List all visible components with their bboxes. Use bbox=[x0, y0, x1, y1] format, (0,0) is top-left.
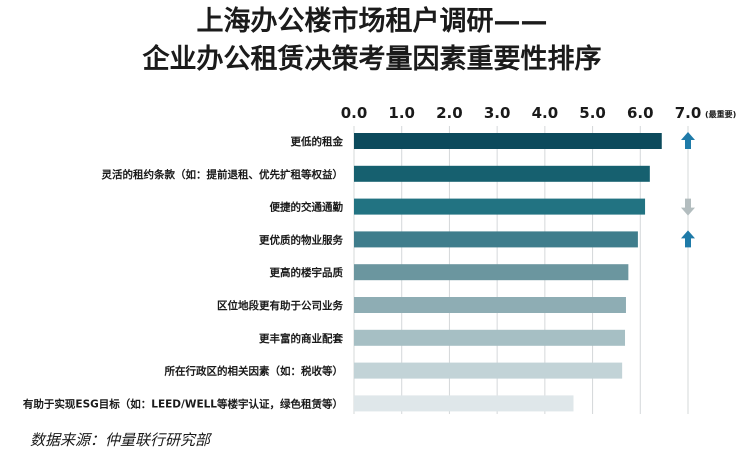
bar bbox=[354, 165, 650, 182]
x-tick-label: 6.0 bbox=[627, 104, 654, 122]
bar bbox=[354, 297, 626, 313]
x-axis-note: (最重要) bbox=[705, 109, 736, 119]
x-tick-label: 3.0 bbox=[484, 104, 511, 122]
category-label: 更低的租金 bbox=[291, 135, 344, 148]
bar bbox=[354, 264, 629, 281]
bar bbox=[354, 133, 662, 149]
bar bbox=[354, 395, 574, 412]
bar bbox=[354, 231, 638, 248]
x-tick-label: 5.0 bbox=[579, 104, 606, 122]
category-label: 更优质的物业服务 bbox=[259, 233, 343, 246]
arrow-down-icon bbox=[681, 198, 695, 216]
bar bbox=[354, 198, 646, 215]
x-tick-label: 1.0 bbox=[388, 104, 415, 122]
x-tick-label: 2.0 bbox=[436, 104, 463, 122]
x-tick-label: 0.0 bbox=[341, 104, 368, 122]
chart-title-line2: 企业办公租赁决策考量因素重要性排序 bbox=[142, 44, 602, 75]
category-label: 灵活的租约条款（如：提前退租、优先扩租等权益） bbox=[101, 168, 344, 181]
arrow-up-icon bbox=[681, 230, 695, 248]
category-label: 区位地段更有助于公司业务 bbox=[217, 299, 343, 312]
data-source-note: 数据来源：仲量联行研究部 bbox=[30, 431, 211, 449]
x-tick-label: 4.0 bbox=[532, 104, 559, 122]
category-label: 所在行政区的相关因素（如：税收等） bbox=[165, 365, 344, 378]
category-label: 更高的楼宇品质 bbox=[270, 266, 344, 279]
arrow-up-icon bbox=[681, 132, 695, 149]
category-label: 更丰富的商业配套 bbox=[259, 332, 343, 345]
x-tick-label: 7.0 bbox=[675, 104, 702, 122]
chart-title-line1: 上海办公楼市场租户调研—— bbox=[196, 6, 548, 37]
bar-chart: 0.0 1.0 2.0 3.0 4.0 5.0 6.0 7.0 (最重要) 更低的租金灵活的租约条… bbox=[23, 104, 736, 414]
category-label: 有助于实现ESG目标（如：LEED/WELL等楼宇认证，绿色租赁等） bbox=[23, 397, 343, 410]
bar bbox=[354, 362, 623, 379]
category-label: 便捷的交通通勤 bbox=[270, 201, 344, 214]
bar bbox=[354, 329, 626, 346]
